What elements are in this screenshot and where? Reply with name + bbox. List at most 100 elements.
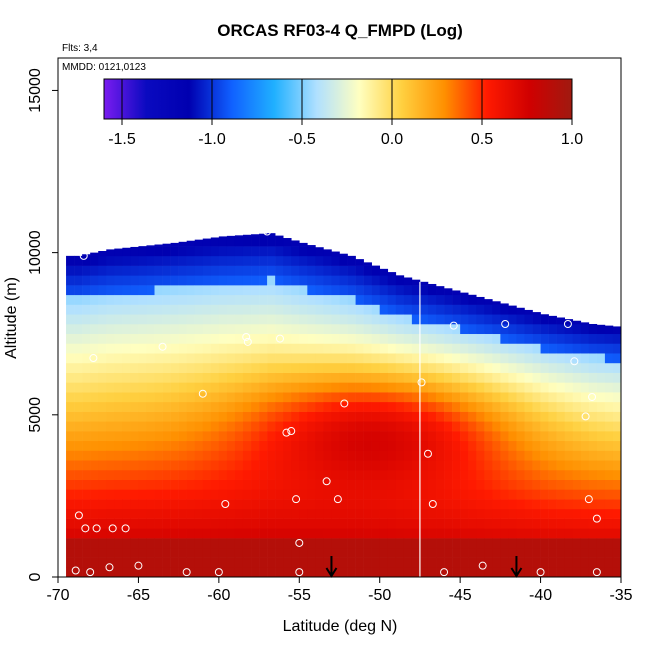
heatmap-cell: [82, 450, 91, 461]
heatmap-cell: [524, 547, 533, 558]
heatmap-cell: [218, 285, 228, 296]
heatmap-cell: [604, 333, 614, 344]
heatmap-cell: [572, 489, 582, 500]
colorbar-tick-label: 0.0: [381, 131, 403, 148]
heatmap-cell: [331, 323, 340, 335]
heatmap-cell: [492, 421, 501, 432]
heatmap-cell: [90, 538, 99, 549]
heatmap-cell: [251, 392, 260, 403]
heatmap-cell: [138, 294, 147, 305]
heatmap-cell: [347, 469, 356, 480]
heatmap-cell: [283, 294, 292, 305]
heatmap-cell: [210, 333, 220, 344]
heatmap-cell: [411, 401, 421, 412]
heatmap-cell: [267, 392, 276, 403]
heatmap-cell: [242, 362, 252, 373]
heatmap-cell: [90, 499, 99, 510]
heatmap-cell: [427, 508, 437, 519]
heatmap-cell: [612, 333, 622, 344]
heatmap-cell: [122, 333, 131, 344]
heatmap-cell: [460, 323, 469, 335]
heatmap-cell: [315, 499, 324, 510]
heatmap-cell: [524, 508, 533, 519]
heatmap-cell: [339, 265, 348, 276]
heatmap-cell: [347, 460, 356, 471]
y-tick-label: 5000: [27, 397, 44, 433]
heatmap-cell: [66, 440, 75, 451]
heatmap-cell: [524, 489, 533, 500]
heatmap-cell: [484, 528, 493, 539]
heatmap-cell: [106, 294, 115, 305]
heatmap-cell: [82, 479, 91, 490]
heatmap-cell: [436, 343, 445, 354]
heatmap-cell: [331, 265, 340, 276]
heatmap-cell: [218, 275, 228, 286]
heatmap-cell: [363, 547, 372, 558]
heatmap-cell: [419, 304, 429, 315]
heatmap-cell: [275, 499, 284, 510]
heatmap-cell: [106, 499, 115, 510]
heatmap-cell: [130, 499, 139, 510]
heatmap-cell: [379, 499, 389, 510]
heatmap-cell: [275, 314, 284, 325]
x-tick-label: -60: [207, 587, 230, 604]
heatmap-cell: [371, 499, 381, 510]
heatmap-cell: [427, 440, 437, 451]
heatmap-cell: [186, 392, 196, 403]
heatmap-cell: [476, 421, 485, 432]
heatmap-cell: [484, 508, 493, 519]
heatmap-cell: [234, 333, 244, 344]
heatmap-cell: [548, 508, 557, 519]
heatmap-cell: [186, 508, 196, 519]
heatmap-cell: [307, 499, 316, 510]
heatmap-cell: [210, 314, 220, 325]
heatmap-cell: [436, 286, 445, 296]
heatmap-cell: [106, 392, 115, 403]
heatmap-cell: [202, 401, 212, 412]
heatmap-cell: [500, 528, 509, 539]
heatmap-cell: [403, 343, 413, 354]
heatmap-cell: [130, 275, 139, 286]
heatmap-cell: [572, 401, 582, 412]
heatmap-cell: [460, 343, 469, 354]
heatmap-cell: [403, 401, 413, 412]
heatmap-cell: [122, 440, 131, 451]
heatmap-cell: [98, 567, 107, 578]
heatmap-cell: [210, 285, 220, 296]
heatmap-cell: [452, 547, 461, 558]
heatmap-cell: [452, 528, 461, 539]
heatmap-cell: [186, 353, 196, 364]
heatmap-cell: [226, 382, 236, 393]
heatmap-cell: [347, 382, 356, 393]
heatmap-cell: [588, 392, 598, 403]
heatmap-cell: [186, 304, 196, 315]
heatmap-cell: [242, 508, 252, 519]
heatmap-cell: [379, 557, 389, 568]
heatmap-cell: [299, 333, 308, 344]
heatmap-cell: [564, 353, 574, 364]
heatmap-cell: [403, 285, 413, 296]
heatmap-cell: [371, 372, 381, 383]
heatmap-cell: [588, 323, 598, 335]
heatmap-cell: [299, 353, 308, 364]
heatmap-cell: [82, 304, 91, 315]
heatmap-cell: [524, 440, 533, 451]
heatmap-cell: [194, 401, 204, 412]
heatmap-cell: [612, 460, 622, 471]
heatmap-cell: [524, 450, 533, 461]
heatmap-cell: [122, 508, 131, 519]
heatmap-cell: [130, 431, 139, 442]
heatmap-cell: [363, 431, 372, 442]
heatmap-cell: [532, 411, 541, 422]
x-tick-label: -70: [46, 587, 69, 604]
heatmap-cell: [146, 431, 155, 442]
heatmap-cell: [98, 508, 107, 519]
heatmap-cell: [612, 411, 622, 422]
heatmap-cell: [548, 382, 557, 393]
heatmap-cell: [98, 294, 107, 305]
heatmap-cell: [379, 294, 389, 305]
heatmap-cell: [74, 567, 83, 578]
heatmap-cell: [218, 508, 228, 519]
heatmap-cell: [259, 538, 268, 549]
heatmap-cell: [218, 236, 228, 247]
